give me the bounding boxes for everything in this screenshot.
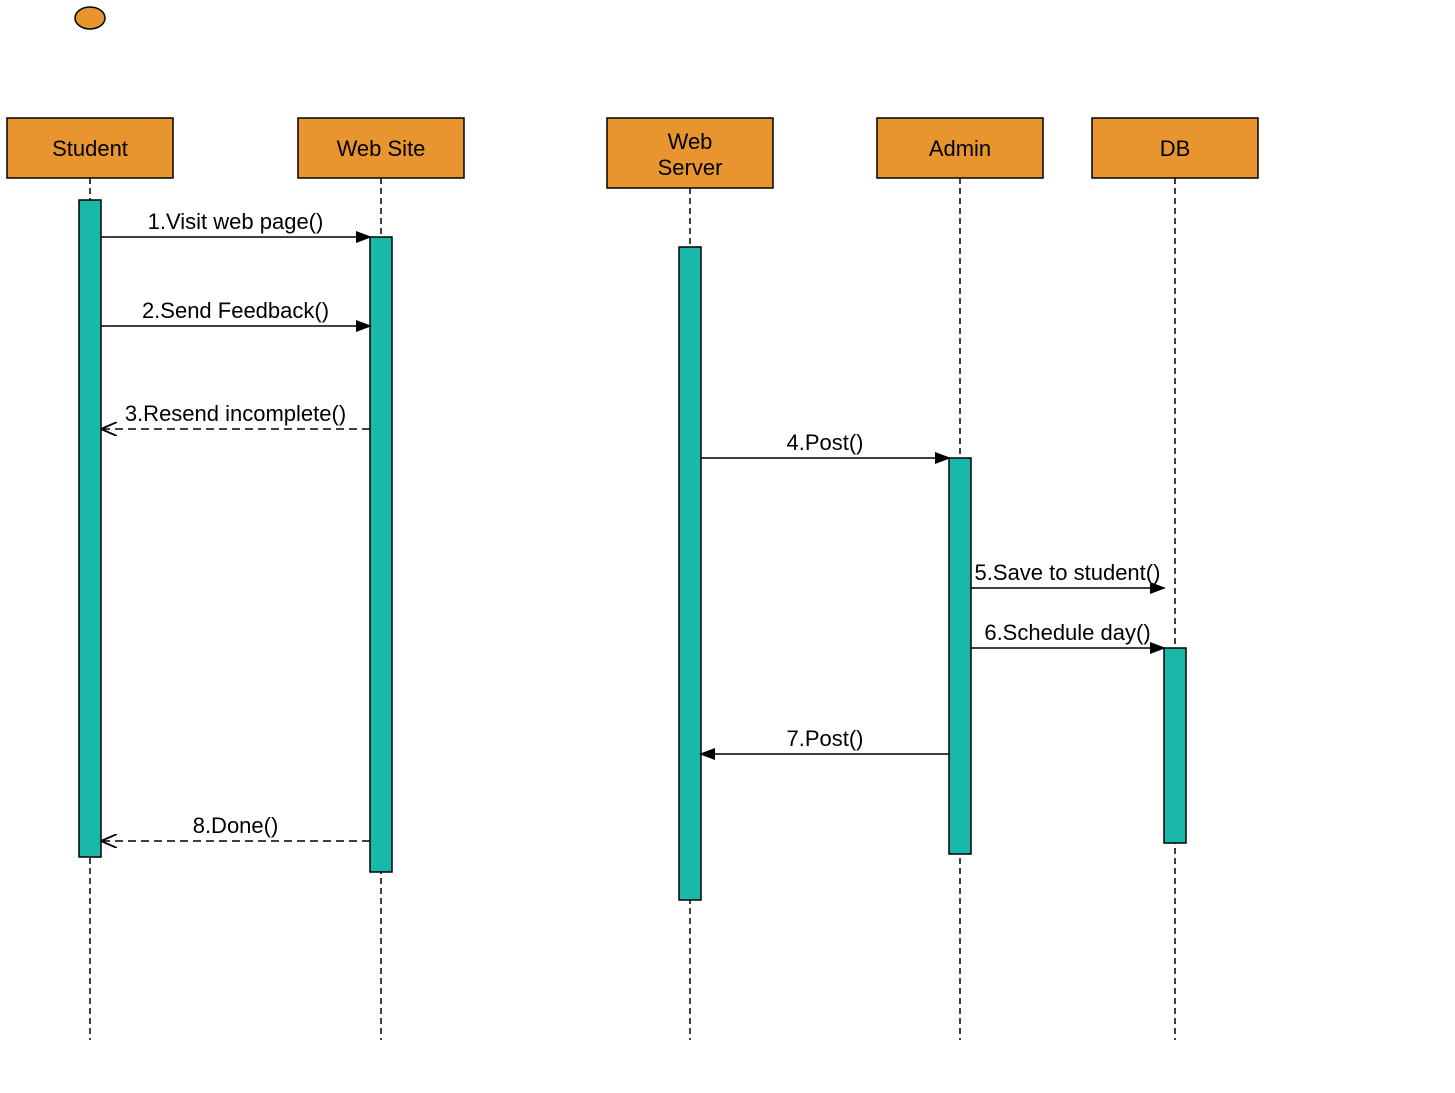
lifeline-label-website: Web Site bbox=[337, 136, 426, 161]
message-label-1: 1.Visit web page() bbox=[148, 209, 324, 234]
message-label-8: 8.Done() bbox=[193, 813, 279, 838]
activation-admin bbox=[949, 458, 971, 854]
lifeline-label-webserver-2: Server bbox=[658, 155, 723, 180]
actor-head-icon bbox=[75, 7, 105, 29]
message-label-2: 2.Send Feedback() bbox=[142, 298, 329, 323]
activation-webserver bbox=[679, 247, 701, 900]
message-label-6: 6.Schedule day() bbox=[984, 620, 1150, 645]
message-label-4: 4.Post() bbox=[786, 430, 863, 455]
activation-student bbox=[79, 200, 101, 857]
lifeline-label-webserver-1: Web bbox=[668, 129, 713, 154]
lifeline-label-admin: Admin bbox=[929, 136, 991, 161]
message-label-3: 3.Resend incomplete() bbox=[125, 401, 346, 426]
message-label-7: 7.Post() bbox=[786, 726, 863, 751]
lifeline-label-student: Student bbox=[52, 136, 128, 161]
lifeline-label-db: DB bbox=[1160, 136, 1191, 161]
activation-db bbox=[1164, 648, 1186, 843]
sequence-diagram: Student Web Site WebServer Admin DB 1.Visit w… bbox=[0, 0, 1455, 1093]
message-label-5: 5.Save to student() bbox=[975, 560, 1161, 585]
activation-website bbox=[370, 237, 392, 872]
